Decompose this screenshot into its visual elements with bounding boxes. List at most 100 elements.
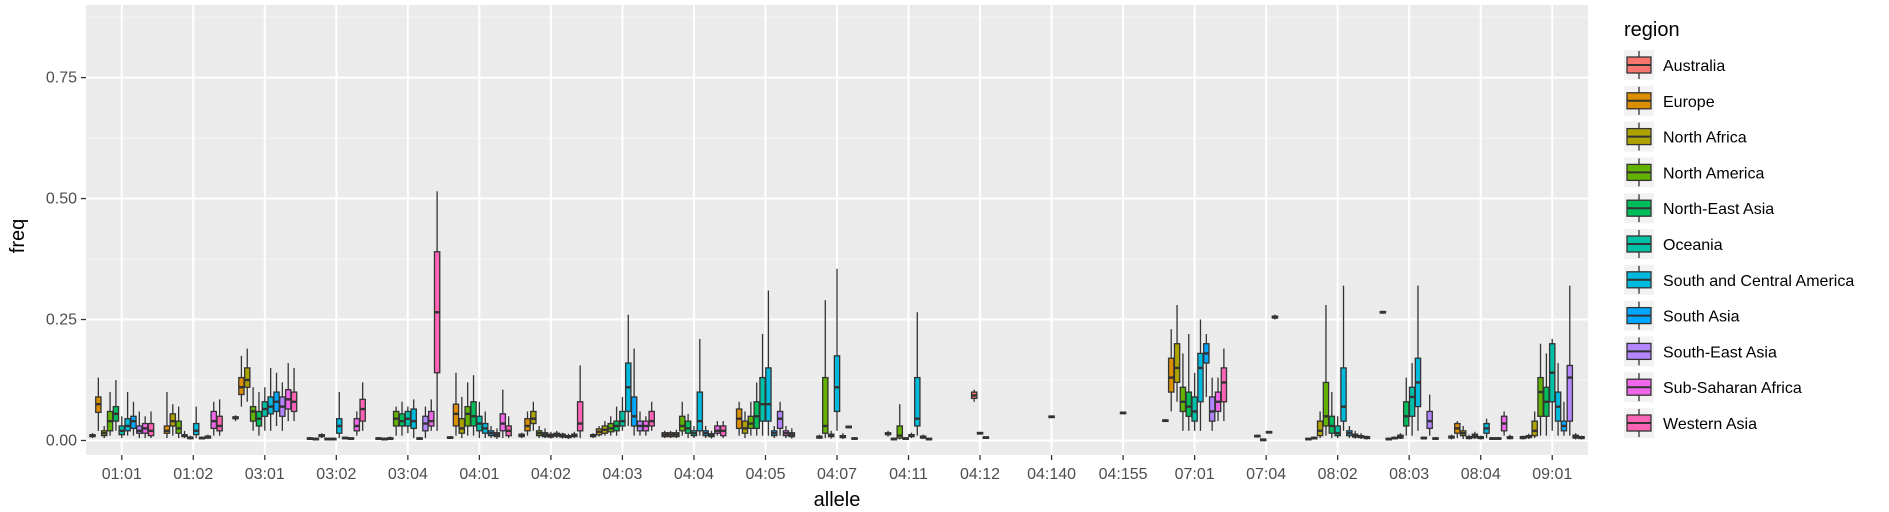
box-body <box>192 422 200 436</box>
box-body <box>1185 391 1193 417</box>
legend-item: Oceania <box>1624 229 1723 259</box>
box-australia <box>446 436 454 440</box>
box-body <box>648 410 655 427</box>
box-south-east-asia <box>776 401 784 436</box>
box-western-asia <box>719 421 727 439</box>
x-tick-label: 08:03 <box>1389 466 1429 483</box>
box-europe <box>452 372 460 436</box>
box-south-asia <box>919 434 927 440</box>
box-western-asia <box>216 399 223 436</box>
box-south-east-asia <box>347 437 355 440</box>
box-body <box>1566 364 1574 422</box>
box-north-america <box>822 300 829 439</box>
box-group-04-07 <box>816 268 858 440</box>
box-body <box>1167 357 1175 393</box>
box-north-america <box>1271 314 1279 320</box>
x-tick-label: 08:04 <box>1461 466 1501 483</box>
box-south-and-central-america <box>1483 418 1490 439</box>
box-oceania <box>1477 435 1484 440</box>
box-europe <box>1525 433 1533 440</box>
box-south-and-central-america <box>833 268 841 431</box>
box-south-asia <box>1203 334 1210 397</box>
x-tick-label: 07:01 <box>1175 466 1215 483</box>
box-body <box>619 410 626 427</box>
box-europe <box>381 437 388 441</box>
box-south-asia <box>198 436 206 440</box>
box-south-and-central-america <box>1414 285 1422 431</box>
box-body <box>175 420 182 434</box>
box-body <box>896 425 904 439</box>
box-group-07-01 <box>1162 305 1228 431</box>
y-tick-label: 0.75 <box>46 70 77 87</box>
box-body <box>759 376 766 422</box>
box-south-asia <box>559 432 566 439</box>
box-body <box>136 425 143 434</box>
x-tick-label: 04:03 <box>602 466 642 483</box>
box-north-east-asia <box>112 380 120 431</box>
box-south-asia <box>1560 401 1568 436</box>
box-sub-saharan-africa <box>353 411 361 436</box>
box-north-africa <box>1173 305 1181 402</box>
box-north-africa <box>673 429 680 439</box>
box-western-asia <box>1220 348 1228 422</box>
box-body <box>243 367 251 388</box>
legend-item: North America <box>1624 157 1764 188</box>
x-tick-label: 04:05 <box>745 466 785 483</box>
box-north-africa <box>1316 411 1324 439</box>
box-group-08-04 <box>1448 411 1514 440</box>
box-north-east-asia <box>827 430 835 439</box>
x-tick-label: 01:01 <box>102 466 142 483</box>
legend-item: South and Central America <box>1624 264 1854 295</box>
y-tick-label: 0.50 <box>46 191 77 208</box>
box-south-asia <box>1489 437 1496 440</box>
y-tick-label: 0.00 <box>46 432 77 449</box>
x-tick-label: 03:04 <box>388 466 428 483</box>
box-south-asia <box>770 425 778 439</box>
box-sub-saharan-africa <box>1500 411 1508 436</box>
box-oceania <box>1548 338 1556 431</box>
box-south-east-asia <box>204 434 212 440</box>
box-north-africa <box>1531 411 1538 439</box>
box-north-america <box>1179 353 1187 431</box>
box-south-asia <box>487 425 495 439</box>
legend-label: North-East Asia <box>1663 201 1774 218</box>
box-body <box>1402 401 1410 427</box>
box-body <box>249 405 257 422</box>
box-western-asia <box>1578 435 1585 440</box>
box-body <box>524 418 531 432</box>
legend-title: region <box>1624 19 1680 41</box>
box-sub-saharan-africa <box>1214 377 1222 422</box>
box-western-asia <box>1506 434 1514 440</box>
box-body <box>822 376 829 434</box>
box-europe <box>1259 438 1267 442</box>
box-europe <box>735 401 743 436</box>
box-body <box>353 418 361 432</box>
x-tick-label: 04:155 <box>1099 466 1148 483</box>
box-group-04-03 <box>589 314 655 439</box>
box-group-04-140 <box>1048 415 1055 419</box>
box-oceania <box>619 396 626 431</box>
box-australia <box>661 430 668 439</box>
box-australia <box>306 437 314 440</box>
legend-label: Sub-Saharan Africa <box>1663 380 1802 397</box>
box-oceania <box>187 435 194 440</box>
box-sub-saharan-africa <box>499 389 507 439</box>
x-tick-label: 04:04 <box>674 466 714 483</box>
box-western-asia <box>1363 435 1371 440</box>
box-south-and-central-america <box>624 314 632 426</box>
box-south-and-central-america <box>335 392 343 439</box>
box-body <box>776 410 784 430</box>
legend-label: North America <box>1663 165 1764 182</box>
legend-label: South and Central America <box>1663 273 1854 290</box>
box-europe <box>1167 329 1175 412</box>
box-north-east-asia <box>181 430 188 439</box>
legend-label: North Africa <box>1663 130 1747 147</box>
box-south-and-central-america <box>696 338 704 436</box>
box-europe <box>524 411 531 436</box>
legend-label: Western Asia <box>1663 416 1757 433</box>
box-body <box>124 418 131 432</box>
box-sub-saharan-africa <box>1432 437 1439 440</box>
x-tick-label: 04:12 <box>960 466 1000 483</box>
box-europe <box>95 377 102 431</box>
legend-item: Australia <box>1624 50 1725 80</box>
